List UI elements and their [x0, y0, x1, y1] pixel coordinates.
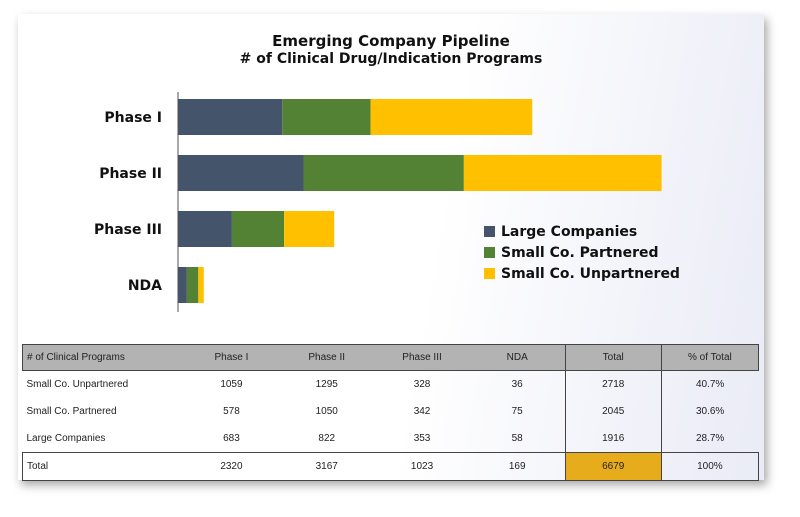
legend-label: Small Co. Partnered [501, 244, 659, 261]
bar-segment [231, 211, 285, 247]
table-cell: 1050 [315, 406, 338, 417]
table-header: % of Total [661, 344, 760, 371]
table-cell: 36 [511, 379, 523, 390]
table-cell: Large Companies [26, 433, 106, 444]
category-label: Phase II [99, 166, 162, 182]
table-cell: 822 [318, 433, 336, 444]
table-cell: 100% [661, 452, 760, 481]
table-cell: Total [21, 452, 184, 481]
legend-item-large-companies: Large Companies [484, 221, 680, 242]
table-header: NDA [469, 344, 566, 371]
category-label: Phase III [94, 222, 162, 238]
table-cell: 683 [223, 433, 240, 444]
table-row: Small Co. Unpartnered 1059 1295 328 36 2… [23, 370, 759, 398]
table-cell: 30.6% [695, 406, 725, 417]
bar-segment [463, 155, 662, 191]
legend-swatch [484, 247, 495, 258]
bar-segment [178, 155, 304, 191]
data-table: # of Clinical Programs Phase I Phase II … [21, 344, 760, 481]
legend-swatch [484, 268, 495, 279]
table-cell: 40.7% [695, 379, 725, 390]
table-cell: Small Co. Partnered [26, 406, 117, 417]
table-header: Phase II [279, 344, 375, 371]
table-header: Phase III [374, 344, 470, 371]
table-cell: 1916 [564, 425, 662, 453]
category-label: Phase I [104, 110, 162, 126]
table-cell: 2718 [564, 370, 662, 398]
chart-card: Emerging Company Pipeline # of Clinical … [18, 14, 764, 481]
table-header-row: # of Clinical Programs Phase I Phase II … [21, 344, 760, 371]
table-cell: 2320 [183, 452, 280, 481]
bar-segment [186, 267, 199, 303]
table-cell: 353 [413, 433, 431, 444]
bar-segment [178, 211, 232, 247]
table-cell: 1059 [220, 379, 243, 390]
table-cell: Small Co. Unpartnered [26, 379, 129, 390]
bar-segment [284, 211, 335, 247]
table-cell: 342 [413, 406, 431, 417]
table-row: Large Companies 683 822 353 58 1916 28.7… [23, 425, 759, 453]
table-cell: 3167 [279, 452, 375, 481]
table-cell: 58 [511, 433, 523, 444]
table-cell: 1295 [315, 379, 338, 390]
chart-title: Emerging Company Pipeline [272, 32, 510, 50]
legend-label: Small Co. Unpartnered [501, 265, 680, 282]
bar-segment [178, 267, 187, 303]
bar-segment [303, 155, 464, 191]
bar-segment [178, 99, 283, 135]
table-total-row: Total 2320 3167 1023 169 6679 100% [21, 452, 760, 481]
table-row: Small Co. Partnered 578 1050 342 75 2045… [23, 398, 759, 425]
legend-item-small-co-unpartnered: Small Co. Unpartnered [484, 263, 680, 284]
bar-segment [282, 99, 371, 135]
bar-segment [198, 267, 204, 303]
chart-legend: Large Companies Small Co. Partnered Smal… [484, 221, 680, 284]
legend-swatch [484, 226, 495, 237]
grand-total-cell: 6679 [564, 452, 662, 481]
category-label: NDA [128, 278, 162, 294]
legend-label: Large Companies [501, 223, 638, 240]
table-cell: 328 [413, 379, 431, 390]
table-cell: 75 [511, 406, 523, 417]
table-cell: 28.7% [695, 433, 725, 444]
bar-chart: Phase I Phase II Phase III NDA [94, 92, 662, 312]
table-cell: 169 [469, 452, 566, 481]
table-cell: 1023 [374, 452, 470, 481]
bar-segment [370, 99, 533, 135]
table-cell: 578 [223, 406, 240, 417]
table-cell: 2045 [564, 398, 662, 425]
legend-item-small-co-partnered: Small Co. Partnered [484, 242, 680, 263]
table-header: Phase I [183, 344, 280, 371]
table-header: Total [564, 344, 662, 371]
table-header: # of Clinical Programs [21, 344, 184, 371]
chart-subtitle: # of Clinical Drug/Indication Programs [239, 51, 543, 67]
